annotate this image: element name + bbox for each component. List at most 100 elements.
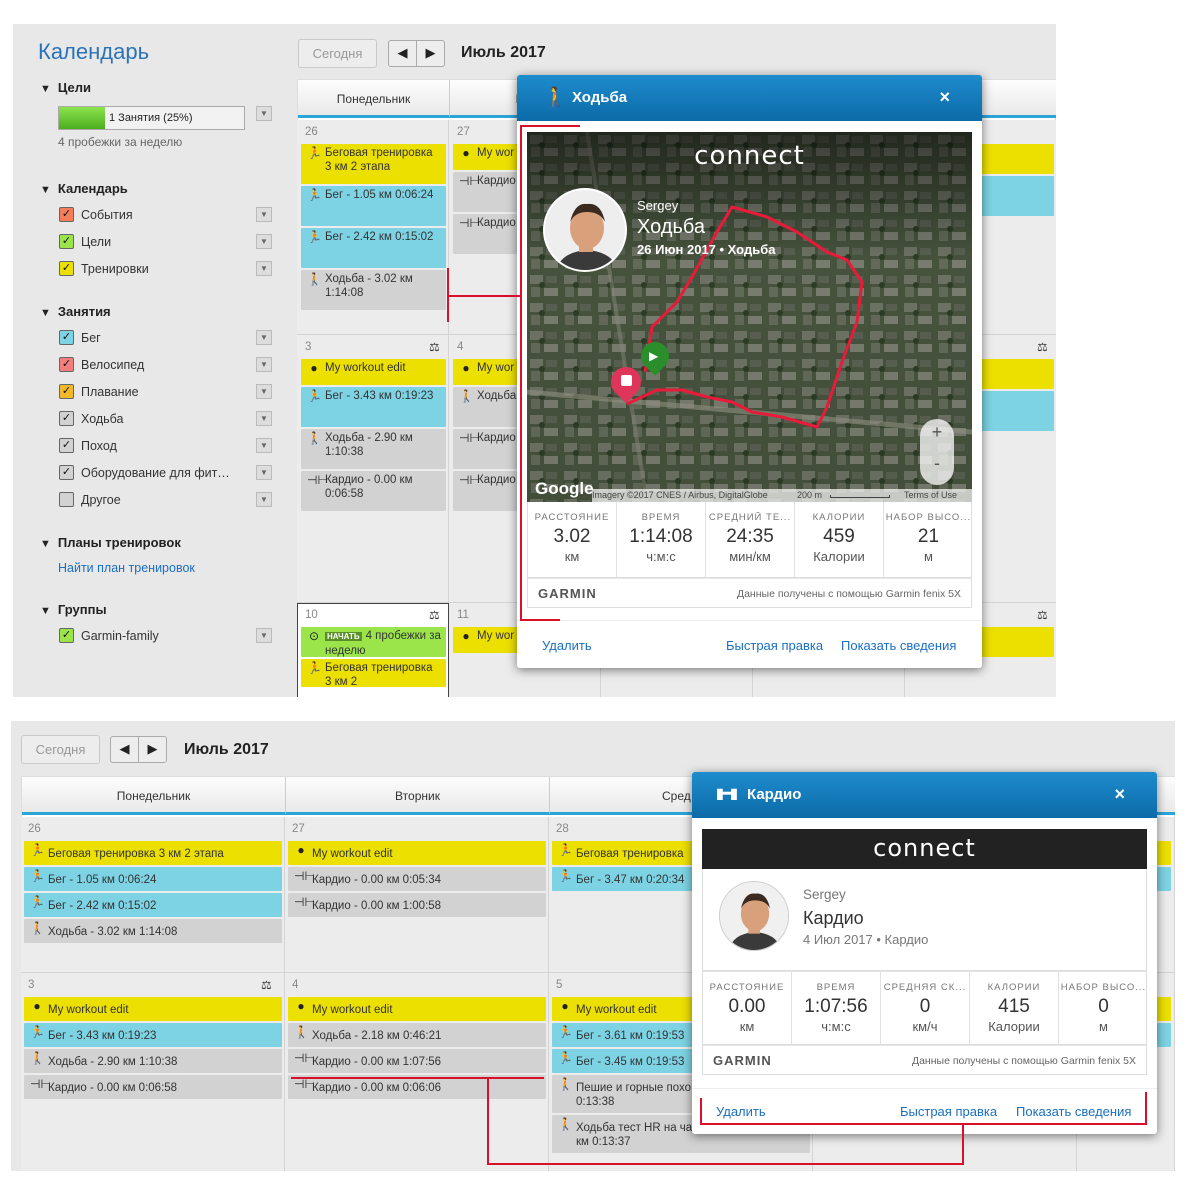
calendar-event[interactable]: ● My workout edit (24, 997, 282, 1021)
plans-heading[interactable]: ▼ Планы тренировок (40, 535, 181, 550)
scale-icon[interactable]: ⚖ (1037, 608, 1048, 622)
scale-icon[interactable]: ⚖ (261, 978, 272, 992)
stat-value: 459 (823, 526, 855, 547)
filter-dropdown-icon[interactable]: ▼ (256, 438, 272, 453)
calendar-event[interactable]: ⊣⊢ Кардио - 0.00 км 0:06:58 (24, 1075, 282, 1099)
day-number: 26 (28, 823, 41, 835)
filter-checkbox[interactable]: ✓ (59, 384, 74, 399)
zoom-in-button[interactable]: + (931, 422, 943, 442)
filter-dropdown-icon[interactable]: ▼ (256, 384, 272, 399)
filter-checkbox[interactable]: ✓ (59, 234, 74, 249)
filter-dropdown-icon[interactable]: ▼ (256, 330, 272, 345)
filter-dropdown-icon[interactable]: ▼ (256, 234, 272, 249)
filter-label: Велосипед (81, 358, 145, 372)
today-button[interactable]: Сегодня (298, 39, 377, 68)
calendar-event[interactable]: 🚶 Ходьба - 2.90 км 1:10:38 (301, 429, 446, 469)
goals-progress-bar[interactable]: 1 Занятия (25%) (58, 106, 245, 130)
calendar-event[interactable]: 🏃 Беговая тренировка 3 км 2 (301, 659, 446, 687)
calendar-event[interactable]: ● My workout edit (301, 359, 446, 385)
calendar-event[interactable]: ⊣⊢ Кардио - 0.00 км 1:07:56 (288, 1049, 546, 1073)
filter-checkbox[interactable]: ✓ (59, 207, 74, 222)
next-month-button[interactable]: ▶ (138, 736, 167, 763)
filter-checkbox[interactable]: ✓ (59, 357, 74, 372)
calendar-event[interactable]: 🏃 Бег - 3.43 км 0:19:23 (24, 1023, 282, 1047)
event-label: Пешие и горные похо 0:13:38 (576, 1082, 691, 1108)
filter-checkbox[interactable]: ✓ (59, 411, 74, 426)
close-icon[interactable]: × (1114, 784, 1125, 804)
calendar-event[interactable]: 🏃 Бег - 2.42 км 0:15:02 (24, 893, 282, 917)
calendar-event[interactable]: 🏃 Бег - 1.05 км 0:06:24 (24, 867, 282, 891)
filter-dropdown-icon[interactable]: ▼ (256, 492, 272, 507)
next-month-button[interactable]: ▶ (416, 40, 445, 67)
avatar (719, 881, 789, 951)
filter-checkbox[interactable]: ✓ (59, 330, 74, 345)
highlight-connector (447, 295, 520, 297)
filter-checkbox[interactable]: ✓ (59, 261, 74, 276)
groups-heading-label: Группы (57, 602, 107, 617)
calendar-heading[interactable]: ▼ Календарь (40, 181, 128, 196)
calendar-event[interactable]: 🚶 Ходьба - 3.02 км 1:14:08 (24, 919, 282, 943)
filter-dropdown-icon[interactable]: ▼ (256, 628, 272, 643)
stat-unit: км (739, 1019, 755, 1034)
highlight-bracket (700, 1123, 1147, 1125)
calendar-event[interactable]: ⊣⊢ Кардио - 0.00 км 1:00:58 (288, 893, 546, 917)
zoom-out-button[interactable]: - (934, 453, 940, 473)
calendar-event[interactable]: 🚶 Ходьба - 2.18 км 0:46:21 (288, 1023, 546, 1047)
filter-dropdown-icon[interactable]: ▼ (256, 207, 272, 222)
groups-heading[interactable]: ▼ Группы (40, 602, 107, 617)
stat-value: 21 (917, 526, 940, 547)
close-icon[interactable]: × (939, 87, 950, 107)
calendar-event[interactable]: 🏃 Бег - 3.43 км 0:19:23 (301, 387, 446, 427)
delete-link[interactable]: Удалить (716, 1104, 766, 1119)
event-label: My wor (477, 362, 515, 374)
filter-checkbox[interactable]: ✓ (59, 465, 74, 480)
filter-dropdown-icon[interactable]: ▼ (256, 411, 272, 426)
calendar-event[interactable]: ● My workout edit (288, 997, 546, 1021)
calendar-event[interactable]: ⊣⊢ Кардио - 0.00 км 0:06:58 (301, 471, 446, 511)
show-details-link[interactable]: Показать сведения (841, 638, 957, 653)
delete-link[interactable]: Удалить (542, 638, 592, 653)
user-name: Sergey (637, 198, 679, 213)
find-plan-link[interactable]: Найти план тренировок (58, 561, 195, 575)
goals-heading[interactable]: ▼ Цели (40, 80, 91, 95)
filter-dropdown-icon[interactable]: ▼ (256, 261, 272, 276)
scale-icon[interactable]: ⚖ (1037, 340, 1048, 354)
quick-edit-link[interactable]: Быстрая правка (900, 1104, 998, 1119)
highlight-connector (487, 1163, 964, 1165)
scale-icon[interactable]: ⚖ (429, 608, 440, 622)
running-icon: 🏃 (307, 188, 322, 202)
today-button[interactable]: Сегодня (21, 735, 100, 764)
calendar-event[interactable]: ⊣⊢ Кардио - 0.00 км 0:05:34 (288, 867, 546, 891)
calendar-event[interactable]: 🏃 Беговая тренировка 3 км 2 этапа (301, 144, 446, 184)
calendar-event[interactable]: 🏃 Бег - 1.05 км 0:06:24 (301, 186, 446, 226)
goals-dropdown-icon[interactable]: ▼ (256, 106, 272, 121)
day-number: 27 (457, 126, 470, 138)
activities-heading[interactable]: ▼ Занятия (40, 304, 111, 319)
highlight-underline (291, 1077, 544, 1079)
calendar-event[interactable]: 🏃 Бег - 2.42 км 0:15:02 (301, 228, 446, 268)
filter-checkbox[interactable] (59, 492, 74, 507)
activity-name: Ходьба (637, 216, 706, 238)
calendar-event[interactable]: ● My workout edit (288, 841, 546, 865)
prev-month-button[interactable]: ◀ (388, 40, 417, 67)
calendar-event[interactable]: ⊣⊢ Кардио - 0.00 км 0:06:06 (288, 1075, 546, 1099)
activity-map[interactable]: connect Sergey Ходьба 26 Июн 2017 • Ходь… (527, 132, 972, 502)
quick-edit-link[interactable]: Быстрая правка (726, 638, 824, 653)
filter-checkbox[interactable]: ✓ (59, 628, 74, 643)
show-details-link[interactable]: Показать сведения (1016, 1104, 1132, 1119)
filter-checkbox[interactable]: ✓ (59, 438, 74, 453)
cardio-icon: ⊣⊢ (294, 895, 315, 909)
terms-link[interactable]: Terms of Use (904, 490, 958, 500)
calendar-event[interactable]: 🚶 Ходьба - 3.02 км 1:14:08 (301, 270, 446, 310)
filter-dropdown-icon[interactable]: ▼ (256, 465, 272, 480)
stat-unit: км/ч (912, 1019, 938, 1034)
scale-icon[interactable]: ⚖ (429, 340, 440, 354)
event-label: Бег - 3.43 км 0:19:23 (325, 390, 434, 402)
collapse-triangle-icon: ▼ (40, 83, 51, 95)
calendar-event[interactable]: 🏃 Беговая тренировка 3 км 2 этапа (24, 841, 282, 865)
calendar-event[interactable]: 🚶 Ходьба - 2.90 км 1:10:38 (24, 1049, 282, 1073)
calendar-event[interactable]: ⊙ НАЧАТЬ 4 пробежки за неделю (301, 627, 446, 657)
filter-dropdown-icon[interactable]: ▼ (256, 357, 272, 372)
prev-month-button[interactable]: ◀ (110, 736, 139, 763)
stat-1: ВРЕМЯ 1:14:08 ч:м:с (617, 502, 706, 577)
